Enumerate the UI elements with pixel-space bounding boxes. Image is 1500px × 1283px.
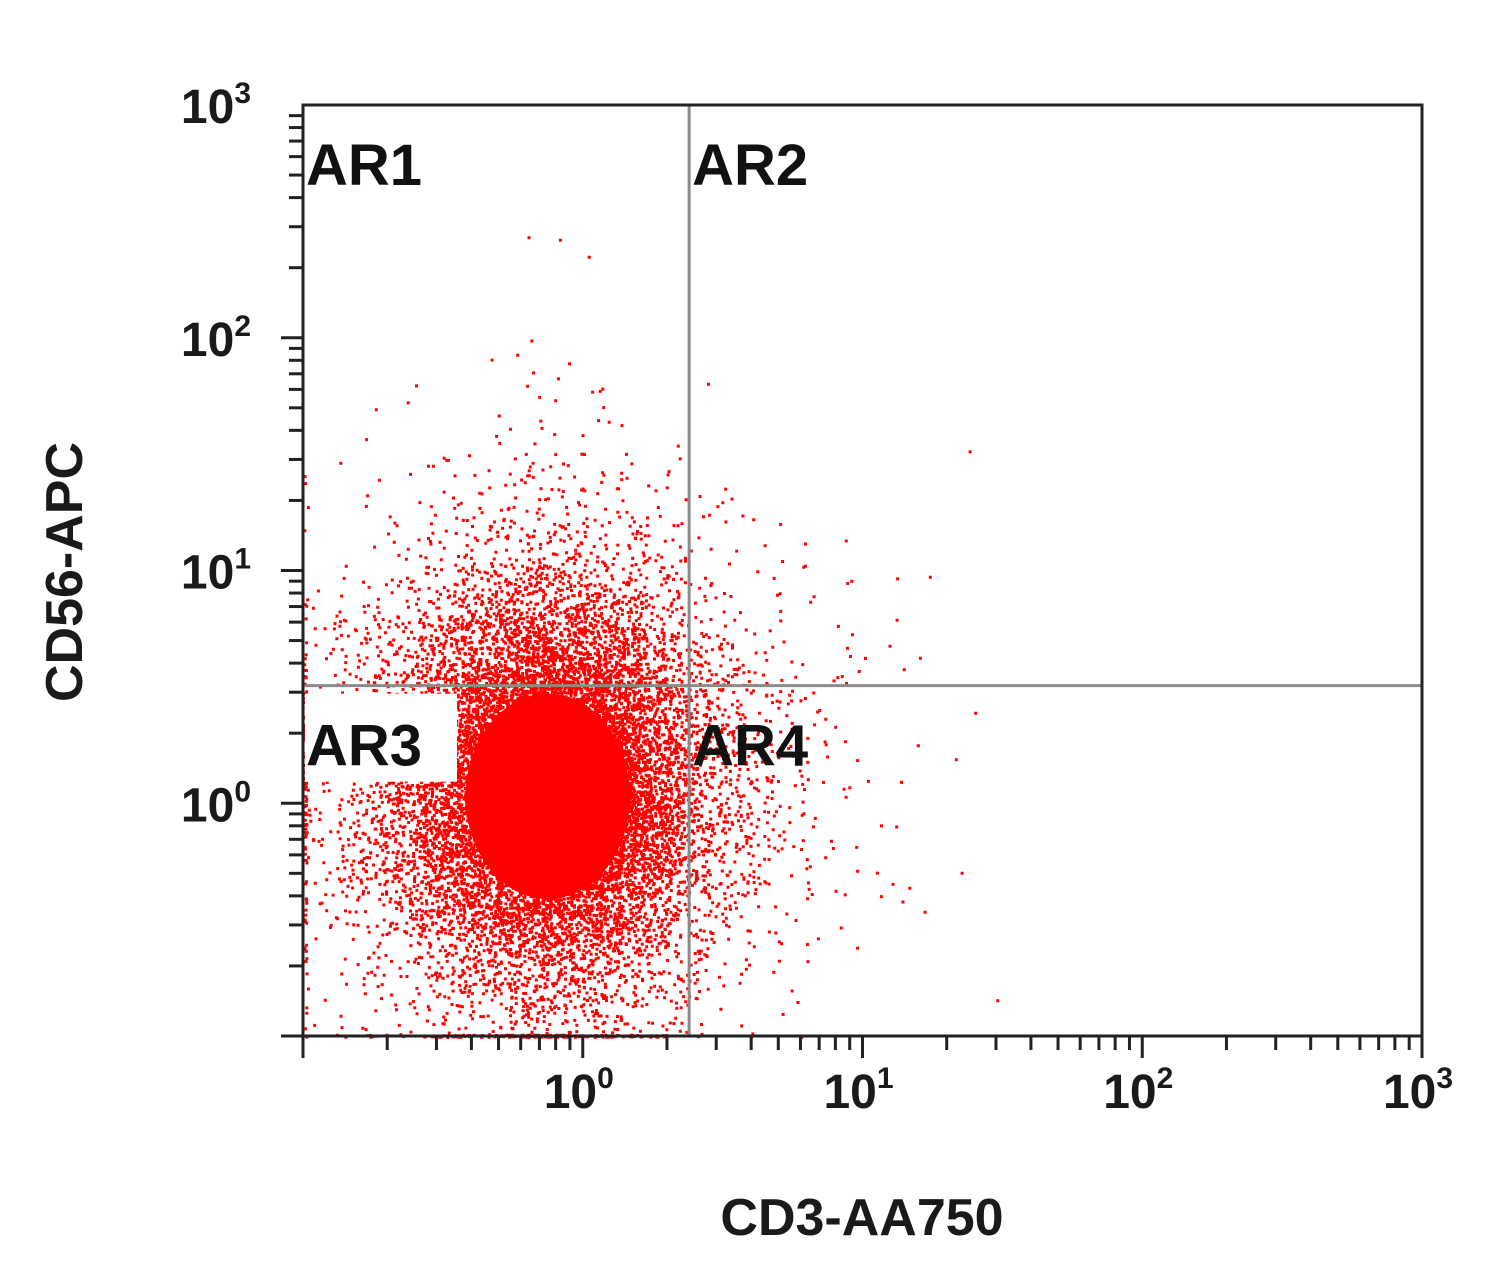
- x-axis-title: CD3-AA750: [720, 1189, 1003, 1247]
- y-tick-label: 101: [181, 543, 251, 600]
- quadrant-labels: AR1 AR2 AR3 AR4: [305, 133, 808, 782]
- x-tick-label: 102: [1103, 1062, 1173, 1119]
- axis-ticks: [281, 114, 1424, 1058]
- y-tick-label: 100: [181, 775, 251, 832]
- x-tick-label: 101: [823, 1062, 893, 1119]
- event-dots: [303, 236, 1000, 1039]
- quadrant-label: AR4: [692, 714, 808, 779]
- x-tick-label: 100: [544, 1062, 614, 1119]
- y-tick-label: 103: [181, 77, 251, 134]
- quadrant-label: AR2: [692, 133, 808, 198]
- x-tick-label: 103: [1383, 1062, 1453, 1119]
- event-dot-cloud: [303, 236, 1000, 1039]
- quadrant-label: AR3: [306, 714, 422, 779]
- quadrant-label-backdrop: [305, 693, 457, 782]
- axis-tick-labels: 100 101 102 103 100 101 102 103: [181, 77, 1453, 1119]
- y-axis-title: CD56-APC: [36, 442, 94, 702]
- y-tick-label: 102: [181, 310, 251, 367]
- quadrant-label: AR1: [306, 133, 422, 198]
- quadrant-gates: [303, 105, 1422, 1036]
